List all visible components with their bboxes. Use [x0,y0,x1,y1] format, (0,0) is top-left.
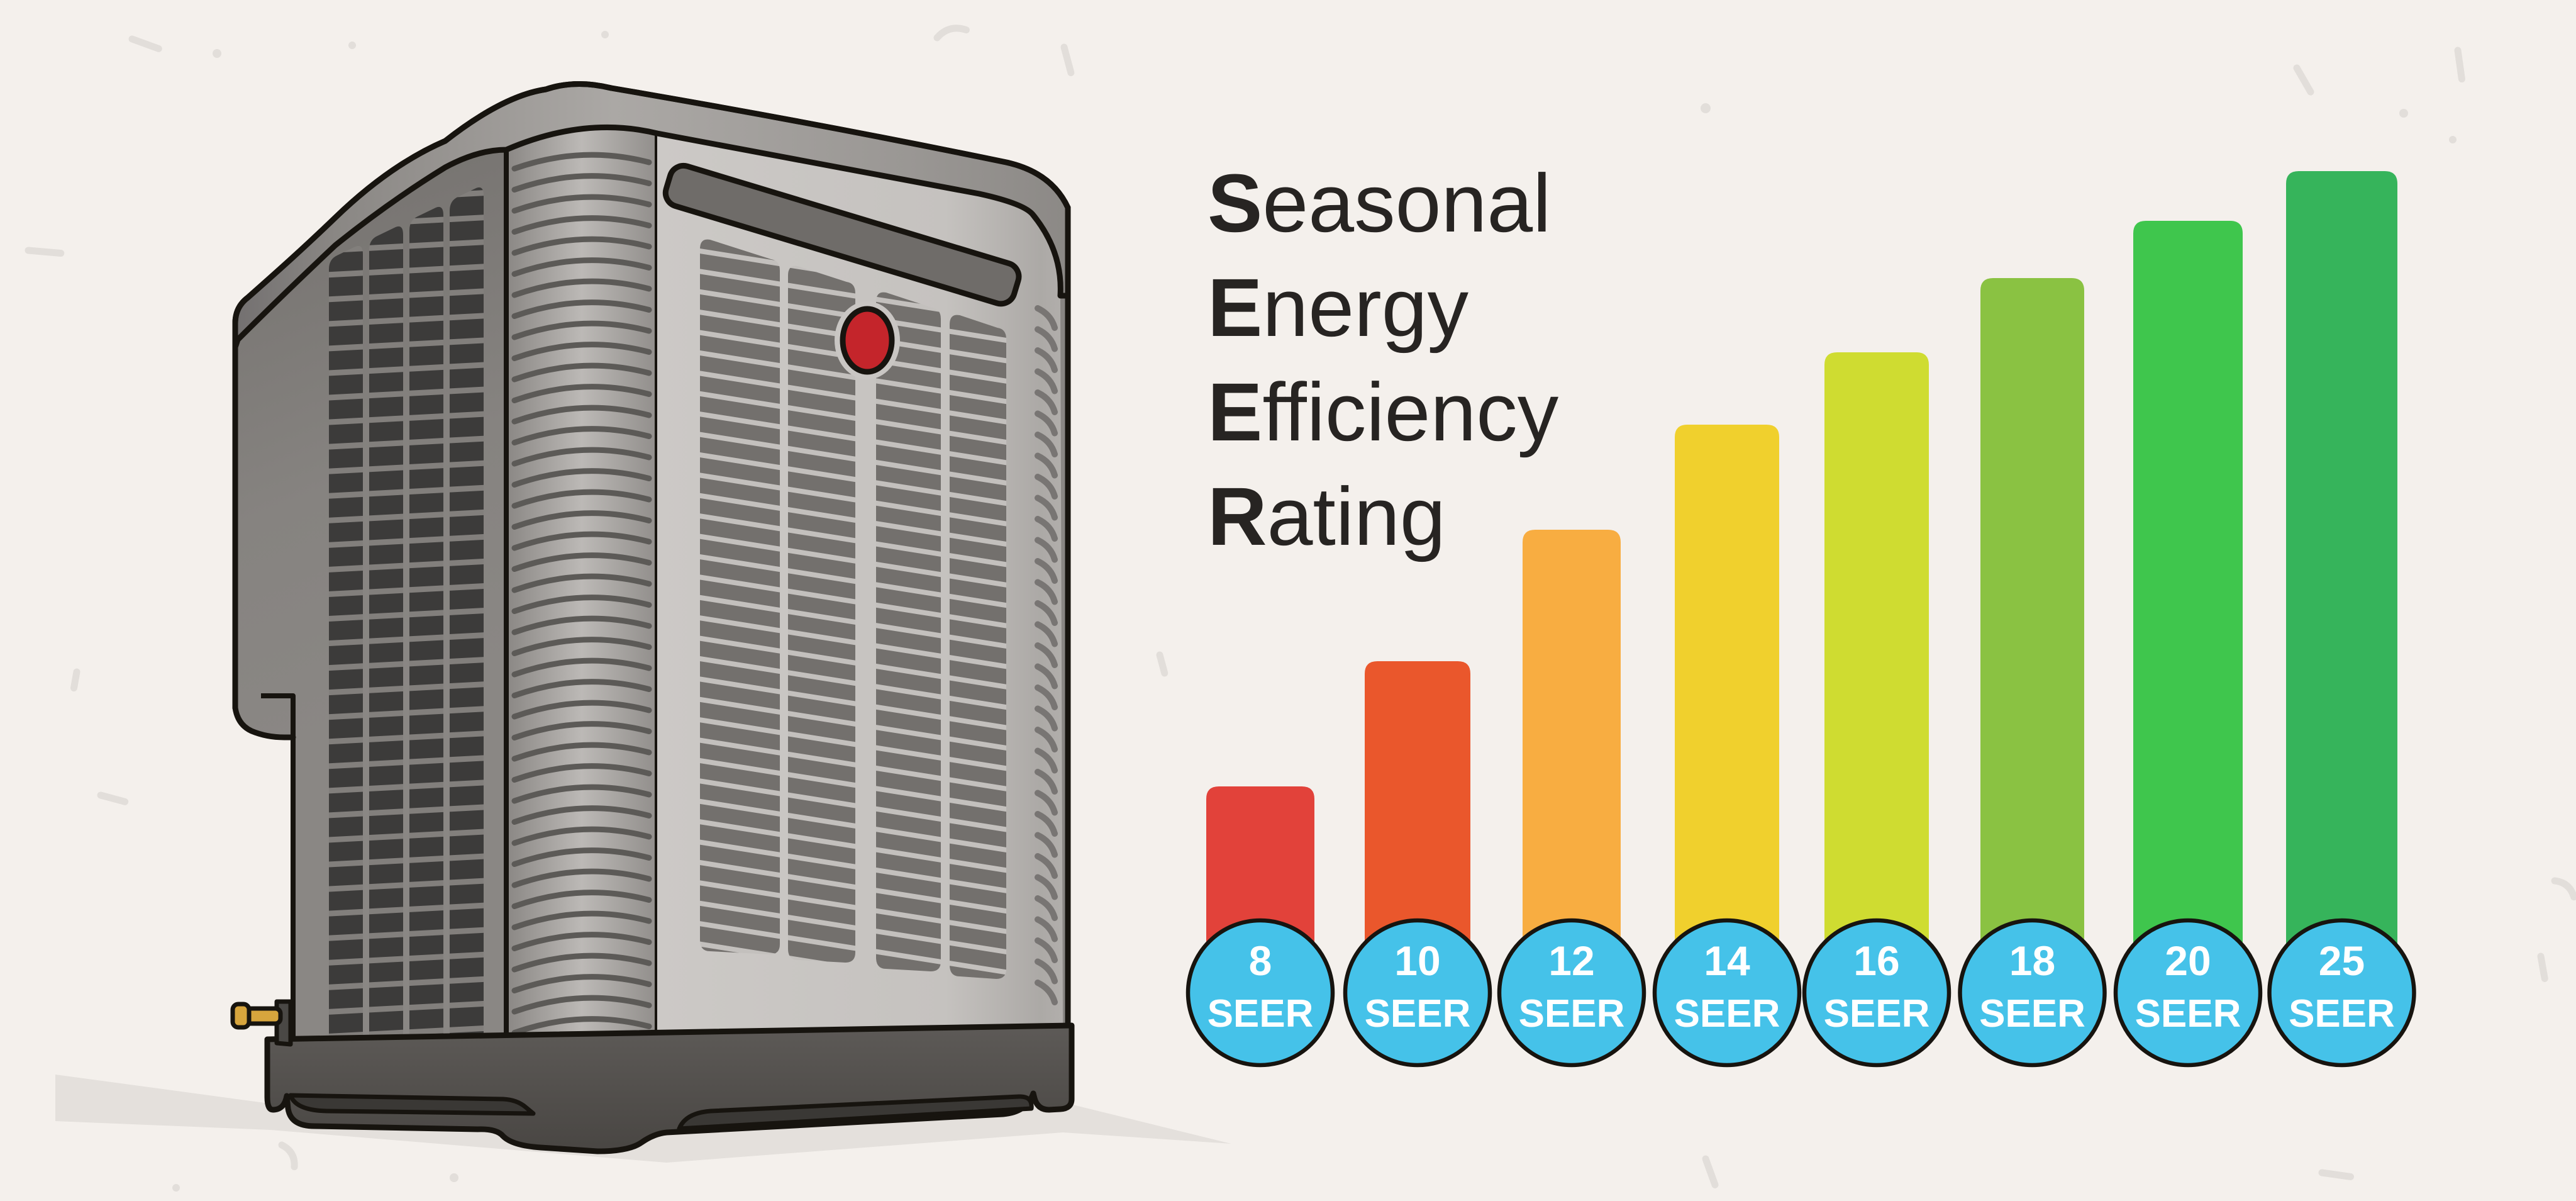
svg-text:18: 18 [2009,937,2055,984]
svg-text:14: 14 [1704,937,1750,984]
svg-text:SEER: SEER [1979,992,2085,1036]
svg-text:Energy: Energy [1208,261,1469,354]
svg-text:Rating: Rating [1208,470,1446,562]
svg-text:10: 10 [1394,937,1440,984]
svg-text:SEER: SEER [1674,992,1780,1036]
svg-text:Seasonal: Seasonal [1208,157,1551,249]
svg-text:16: 16 [1853,937,1899,984]
svg-text:SEER: SEER [1824,992,1930,1036]
svg-text:SEER: SEER [1519,992,1625,1036]
svg-text:SEER: SEER [1208,992,1314,1036]
svg-text:8: 8 [1249,937,1272,984]
svg-text:Efficiency: Efficiency [1208,366,1559,458]
svg-text:25: 25 [2319,937,2365,984]
svg-text:20: 20 [2165,937,2211,984]
svg-text:SEER: SEER [2289,992,2395,1036]
svg-text:SEER: SEER [1365,992,1471,1036]
svg-text:SEER: SEER [2135,992,2241,1036]
svg-text:12: 12 [1548,937,1594,984]
